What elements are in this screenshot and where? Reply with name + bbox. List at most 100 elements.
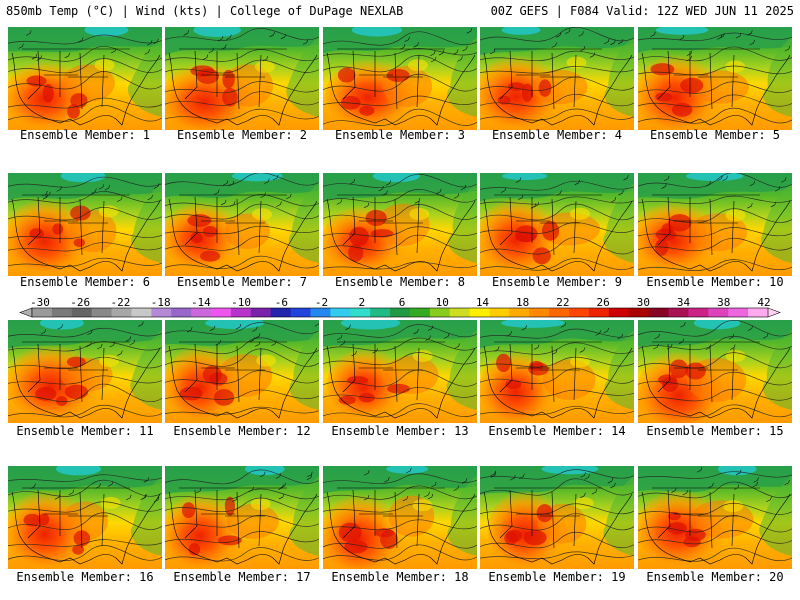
ensemble-member-label: Ensemble Member: 20 — [646, 570, 784, 584]
colorbar-swatch — [230, 308, 252, 317]
colorbar-swatch — [250, 308, 272, 317]
ensemble-member-label: Ensemble Member: 10 — [646, 275, 784, 289]
colorbar-tick-label: -22 — [111, 296, 131, 309]
temperature-colorbar: -30 -26 -22 -18 -14 -10 -6 -2 2 6 10 14 18 22 26 30 34 38… — [19, 296, 781, 318]
colorbar-tick-label: -18 — [151, 296, 171, 309]
ensemble-member-panel — [480, 173, 634, 276]
colorbar-swatch — [708, 308, 729, 317]
ensemble-member-label: Ensemble Member: 19 — [488, 570, 626, 584]
colorbar-swatch — [449, 308, 471, 317]
temperature-map — [638, 173, 792, 276]
ensemble-member-panel — [638, 27, 792, 130]
colorbar-swatch — [191, 308, 212, 317]
ensemble-member-label: Ensemble Member: 5 — [649, 128, 781, 142]
colorbar-tick-label: 14 — [476, 296, 490, 309]
colorbar-swatch — [569, 308, 590, 317]
temperature-map — [638, 466, 792, 569]
colorbar-swatch — [171, 308, 192, 317]
ensemble-member-label: Ensemble Member: 7 — [176, 275, 308, 289]
ensemble-member-label: Ensemble Member: 9 — [491, 275, 623, 289]
ensemble-member-label: Ensemble Member: 15 — [646, 424, 784, 438]
colorbar-tick-label: 30 — [637, 296, 650, 309]
colorbar-tick-label: 10 — [436, 296, 449, 309]
colorbar-high-arrow — [767, 307, 781, 318]
ensemble-member-label: Ensemble Member: 17 — [173, 570, 311, 584]
colorbar-swatch — [728, 308, 749, 317]
temperature-map — [323, 320, 477, 423]
ensemble-member-panel — [165, 320, 319, 423]
ensemble-member-panel — [323, 466, 477, 569]
colorbar-tick-label: 38 — [717, 296, 730, 309]
colorbar-swatch — [270, 308, 291, 317]
temperature-map — [638, 27, 792, 130]
ensemble-member-label: Ensemble Member: 16 — [16, 570, 154, 584]
colorbar-tick-label: 6 — [399, 296, 406, 309]
colorbar-swatch — [648, 308, 669, 317]
ensemble-member-panel — [638, 320, 792, 423]
temperature-map — [8, 173, 162, 276]
temperature-map — [323, 27, 477, 130]
temperature-map — [480, 466, 634, 569]
ensemble-member-label: Ensemble Member: 3 — [334, 128, 466, 142]
temperature-map — [638, 320, 792, 423]
ensemble-member-label: Ensemble Member: 6 — [19, 275, 151, 289]
ensemble-member-panel — [480, 27, 634, 130]
ensemble-member-label: Ensemble Member: 14 — [488, 424, 626, 438]
ensemble-member-panel — [323, 173, 477, 276]
colorbar-swatch — [151, 308, 172, 317]
temperature-map — [165, 466, 319, 569]
colorbar-swatch — [469, 308, 490, 317]
colorbar-swatch — [489, 308, 510, 317]
colorbar-swatch — [608, 308, 630, 317]
ensemble-member-panel — [323, 320, 477, 423]
temperature-map — [165, 173, 319, 276]
colorbar-tick-label: 26 — [596, 296, 609, 309]
colorbar-swatch — [350, 308, 371, 317]
map-title: 850mb Temp (°C) | Wind (kts) | College o… — [6, 4, 404, 18]
ensemble-member-panel — [480, 466, 634, 569]
colorbar-swatch — [748, 308, 769, 317]
temperature-map — [8, 27, 162, 130]
temperature-map — [8, 466, 162, 569]
colorbar-swatch — [688, 308, 709, 317]
colorbar-tick-label: 42 — [757, 296, 770, 309]
ensemble-member-panel — [8, 466, 162, 569]
colorbar-swatch — [429, 308, 451, 317]
colorbar-swatch — [628, 308, 650, 317]
colorbar-swatch — [310, 308, 331, 317]
colorbar-swatch — [588, 308, 610, 317]
ensemble-member-label: Ensemble Member: 8 — [334, 275, 466, 289]
ensemble-member-panel — [638, 173, 792, 276]
colorbar-swatch — [211, 308, 232, 317]
colorbar-swatch — [509, 308, 530, 317]
colorbar-tick-label: 34 — [677, 296, 691, 309]
colorbar-swatch — [91, 308, 112, 317]
ensemble-member-label: Ensemble Member: 1 — [19, 128, 151, 142]
colorbar-tick-label: 2 — [358, 296, 365, 309]
temperature-map — [480, 27, 634, 130]
colorbar-frame — [31, 307, 769, 318]
colorbar-swatch — [71, 308, 93, 317]
ensemble-member-label: Ensemble Member: 4 — [491, 128, 623, 142]
colorbar-swatch — [131, 308, 152, 317]
colorbar-swatch — [32, 308, 53, 317]
temperature-map — [323, 173, 477, 276]
colorbar-tick-label: 18 — [516, 296, 529, 309]
colorbar-swatch — [290, 308, 311, 317]
temperature-map — [480, 173, 634, 276]
colorbar-tick-label: -26 — [70, 296, 90, 309]
temperature-map — [323, 466, 477, 569]
temperature-map — [165, 320, 319, 423]
colorbar-swatch — [549, 308, 570, 317]
temperature-map — [165, 27, 319, 130]
model-valid-time: 00Z GEFS | F084 Valid: 12Z WED JUN 11 20… — [490, 4, 794, 18]
ensemble-member-panel — [8, 320, 162, 423]
colorbar-tick-label: -6 — [275, 296, 288, 309]
colorbar-swatch — [529, 308, 550, 317]
ensemble-member-panel — [165, 466, 319, 569]
colorbar-tick-label: -30 — [30, 296, 50, 309]
colorbar-tick-label: -2 — [315, 296, 328, 309]
ensemble-member-panel — [165, 173, 319, 276]
colorbar-tick-label: -14 — [191, 296, 211, 309]
